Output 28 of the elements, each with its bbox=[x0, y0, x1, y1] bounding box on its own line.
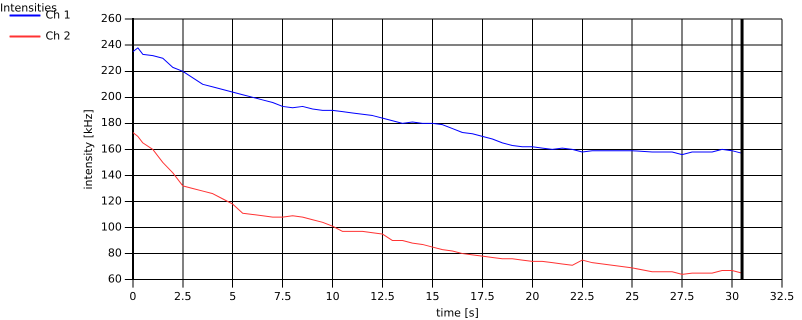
x-axis-title: time [s] bbox=[436, 306, 479, 320]
x-tick-label: 7.5 bbox=[274, 290, 292, 304]
x-tick-label: 27.5 bbox=[670, 290, 694, 304]
x-tick-label: 12.5 bbox=[370, 290, 395, 304]
x-tick-label: 2.5 bbox=[174, 290, 192, 304]
y-tick-label: 60 bbox=[108, 272, 122, 286]
y-tick-label: 160 bbox=[100, 142, 122, 156]
x-tick-label: 10 bbox=[326, 290, 340, 304]
x-tick-label: 30 bbox=[725, 290, 740, 304]
x-tick-label: 25 bbox=[625, 290, 640, 304]
y-tick-label: 260 bbox=[100, 12, 122, 26]
x-tick-label: 32.5 bbox=[770, 290, 794, 304]
x-tick-label: 0 bbox=[129, 290, 136, 304]
y-tick-label: 180 bbox=[100, 116, 122, 130]
x-tick-label: 15 bbox=[425, 290, 440, 304]
y-tick-label: 200 bbox=[100, 90, 122, 104]
y-tick-label: 240 bbox=[100, 38, 122, 52]
y-tick-label: 140 bbox=[100, 168, 122, 182]
x-tick-label: 17.5 bbox=[470, 290, 495, 304]
x-tick-label: 22.5 bbox=[570, 290, 595, 304]
legend-label: Ch 2 bbox=[46, 29, 71, 42]
x-tick-label: 5 bbox=[229, 290, 236, 304]
y-tick-label: 100 bbox=[100, 220, 122, 234]
y-tick-label: 220 bbox=[100, 64, 122, 78]
x-tick-label: 20 bbox=[525, 290, 540, 304]
y-axis-title: intensity [kHz] bbox=[82, 109, 96, 190]
y-tick-label: 80 bbox=[108, 246, 122, 260]
y-tick-label: 120 bbox=[100, 194, 122, 208]
